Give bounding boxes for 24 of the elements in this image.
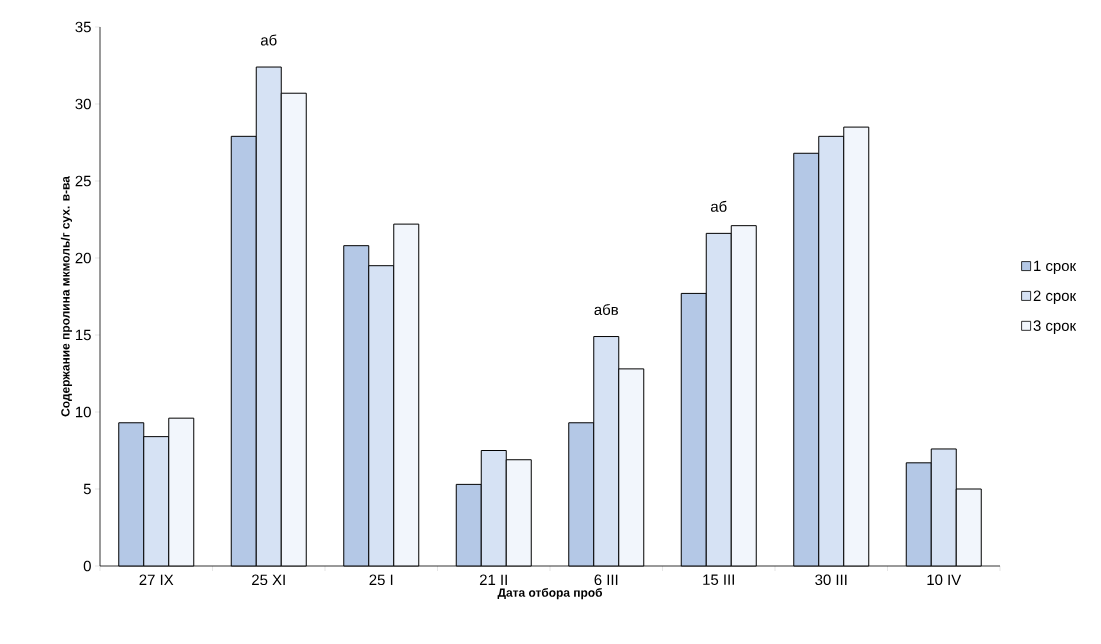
annotation: абв	[594, 303, 618, 316]
x-tick-label: 6 III	[594, 574, 618, 586]
legend-label: 2 срок	[1033, 290, 1077, 304]
y-tick-label: 0	[83, 560, 91, 572]
y-tick-label: 5	[83, 483, 91, 495]
x-tick-label: 10 IV	[927, 574, 962, 586]
y-tick-label: 35	[75, 21, 91, 33]
y-tick-label: 10	[76, 406, 91, 418]
y-tick-label: 30	[75, 98, 91, 110]
x-tick-label: 30 III	[815, 574, 847, 586]
y-tick-label: 25	[75, 175, 91, 187]
x-tick-label: 27 IX	[139, 574, 174, 585]
x-tick-label: 21 II	[479, 574, 507, 585]
x-tick-label: 25 XI	[252, 574, 285, 586]
x-axis-title: Дата отбора проб	[497, 587, 603, 600]
annotation: аб	[710, 200, 727, 212]
y-tick-label: 15	[76, 329, 91, 341]
x-tick-label: 25 I	[369, 574, 393, 586]
legend-label: 3 срок	[1033, 320, 1077, 334]
y-axis-title: Содержание пролина мкмоль/г сух. в-ва	[60, 176, 73, 417]
x-tick-label: 15 III	[703, 574, 734, 585]
annotation: аб	[260, 34, 277, 46]
y-tick-label: 20	[75, 252, 91, 264]
legend-label: 1 срок	[1034, 260, 1077, 275]
